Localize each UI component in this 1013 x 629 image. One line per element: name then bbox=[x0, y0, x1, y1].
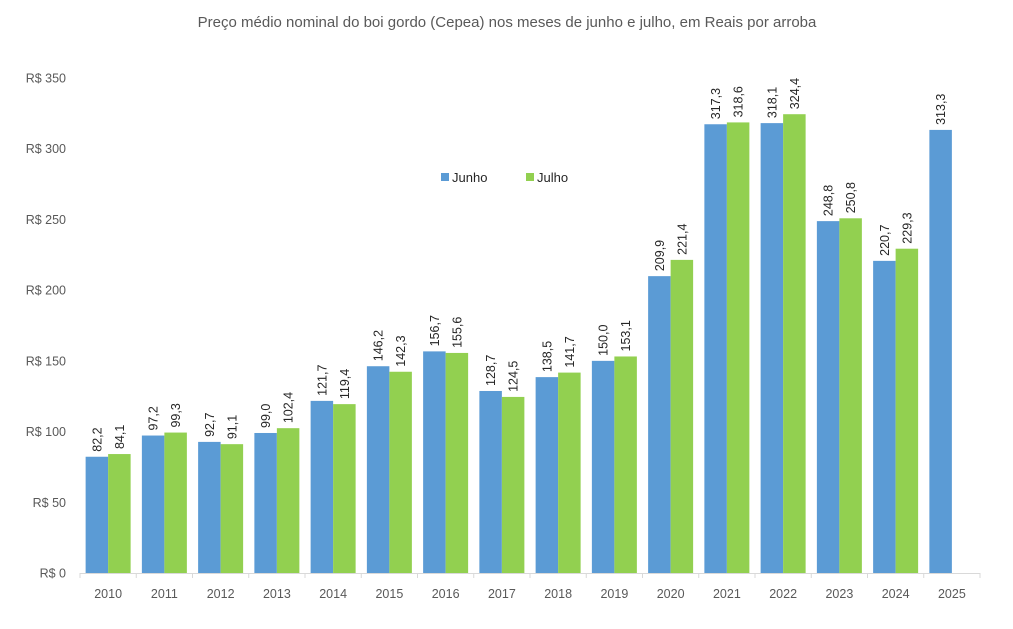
bar-julho-2014 bbox=[333, 404, 356, 573]
data-label: 150,0 bbox=[597, 325, 611, 356]
data-label: 102,4 bbox=[282, 392, 296, 423]
data-label: 317,3 bbox=[709, 88, 723, 119]
bar-julho-2024 bbox=[895, 248, 919, 573]
legend: Junho Julho bbox=[441, 170, 568, 185]
bar-junho-2011 bbox=[141, 435, 165, 573]
x-tick-label: 2025 bbox=[938, 587, 966, 601]
data-label: 324,4 bbox=[788, 78, 802, 109]
data-label: 220,7 bbox=[878, 225, 892, 256]
x-tick-label: 2016 bbox=[432, 587, 460, 601]
data-label: 313,3 bbox=[934, 94, 948, 125]
bar-junho-2016 bbox=[423, 351, 446, 573]
data-label: 128,7 bbox=[484, 355, 498, 386]
y-tick-label: R$ 250 bbox=[26, 213, 66, 227]
bar-junho-2022 bbox=[760, 123, 784, 573]
x-tick-label: 2012 bbox=[207, 587, 235, 601]
bar-junho-2021 bbox=[704, 124, 727, 574]
data-label: 229,3 bbox=[900, 212, 914, 243]
data-label: 84,1 bbox=[113, 425, 127, 449]
bar-julho-2021 bbox=[726, 122, 750, 573]
data-label: 124,5 bbox=[507, 361, 521, 392]
legend-swatch-julho bbox=[526, 173, 534, 181]
data-label: 92,7 bbox=[203, 413, 217, 437]
x-tick-label: 2011 bbox=[151, 587, 178, 601]
bar-julho-2015 bbox=[389, 371, 412, 573]
data-label: 318,1 bbox=[765, 87, 779, 118]
chart-title: Preço médio nominal do boi gordo (Cepea)… bbox=[198, 14, 817, 31]
bar-julho-2012 bbox=[220, 444, 244, 573]
bar-junho-2012 bbox=[198, 441, 221, 573]
bar-junho-2015 bbox=[366, 366, 390, 573]
legend-label-junho: Junho bbox=[452, 170, 487, 185]
data-label: 153,1 bbox=[619, 320, 633, 351]
bar-julho-2020 bbox=[670, 259, 694, 573]
bar-julho-2016 bbox=[445, 352, 469, 573]
y-axis: R$ 0 R$ 50 R$ 100 R$ 150 R$ 200 R$ 250 R$ 300 R… bbox=[26, 72, 66, 581]
x-tick-label: 2014 bbox=[319, 587, 347, 601]
x-tick-label: 2018 bbox=[544, 587, 572, 601]
y-tick-label: R$ 350 bbox=[26, 72, 66, 86]
x-tick-label: 2017 bbox=[488, 587, 516, 601]
y-tick-label: R$ 150 bbox=[26, 354, 66, 368]
bar-junho-2025 bbox=[929, 129, 952, 573]
data-label: 146,2 bbox=[372, 330, 386, 361]
bar-junho-2024 bbox=[873, 260, 896, 573]
x-tick-label: 2023 bbox=[825, 587, 853, 601]
data-label: 82,2 bbox=[90, 427, 104, 451]
data-label: 99,0 bbox=[259, 404, 273, 428]
bar-junho-2019 bbox=[591, 360, 615, 573]
x-tick-label: 2022 bbox=[769, 587, 797, 601]
data-label: 121,7 bbox=[315, 365, 329, 396]
bar-junho-2014 bbox=[310, 400, 334, 573]
bar-julho-2011 bbox=[164, 432, 187, 573]
y-tick-label: R$ 300 bbox=[26, 142, 66, 156]
y-tick-label: R$ 50 bbox=[33, 496, 66, 510]
bar-julho-2018 bbox=[558, 372, 581, 573]
bar-julho-2017 bbox=[501, 396, 525, 573]
bar-junho-2013 bbox=[254, 432, 277, 573]
legend-swatch-junho bbox=[441, 173, 449, 181]
bars bbox=[85, 114, 952, 574]
bar-julho-2010 bbox=[108, 454, 131, 573]
x-tick-label: 2021 bbox=[713, 587, 741, 601]
data-label: 209,9 bbox=[653, 240, 667, 271]
y-tick-label: R$ 100 bbox=[26, 425, 66, 439]
data-label: 138,5 bbox=[540, 341, 554, 372]
data-label: 141,7 bbox=[563, 336, 577, 367]
bar-junho-2017 bbox=[479, 390, 502, 573]
bar-junho-2023 bbox=[816, 221, 840, 573]
x-tick-label: 2020 bbox=[657, 587, 685, 601]
legend-label-julho: Julho bbox=[537, 170, 568, 185]
data-label: 248,8 bbox=[822, 185, 836, 216]
data-label: 155,6 bbox=[450, 317, 464, 348]
data-label: 318,6 bbox=[732, 86, 746, 117]
x-axis: 2010 2011 2012 2013 2014 2015 2016 2017 2018 2019… bbox=[79, 573, 981, 601]
data-label: 91,1 bbox=[225, 415, 239, 439]
data-label: 250,8 bbox=[844, 182, 858, 213]
x-tick-label: 2015 bbox=[375, 587, 403, 601]
y-tick-label: R$ 200 bbox=[26, 284, 66, 298]
data-label: 99,3 bbox=[169, 403, 183, 427]
x-tick-label: 2024 bbox=[882, 587, 910, 601]
data-label: 119,4 bbox=[338, 369, 352, 399]
bar-junho-2020 bbox=[648, 276, 671, 573]
y-tick-label: R$ 0 bbox=[40, 567, 66, 581]
bar-julho-2019 bbox=[614, 356, 637, 573]
data-label: 97,2 bbox=[147, 406, 161, 430]
x-tick-label: 2013 bbox=[263, 587, 291, 601]
data-label: 221,4 bbox=[675, 224, 689, 255]
data-label: 156,7 bbox=[428, 315, 442, 346]
bar-julho-2022 bbox=[783, 114, 806, 573]
bar-julho-2013 bbox=[276, 428, 300, 573]
data-label: 142,3 bbox=[394, 335, 408, 366]
bar-junho-2018 bbox=[535, 377, 559, 573]
bar-julho-2023 bbox=[839, 218, 862, 573]
data-labels: 82,2 97,2 92,7 99,0 121,7 146,2 156,7 128,7 138,… bbox=[90, 78, 948, 452]
bar-junho-2010 bbox=[85, 456, 109, 573]
x-tick-label: 2010 bbox=[94, 587, 122, 601]
x-tick-label: 2019 bbox=[600, 587, 628, 601]
